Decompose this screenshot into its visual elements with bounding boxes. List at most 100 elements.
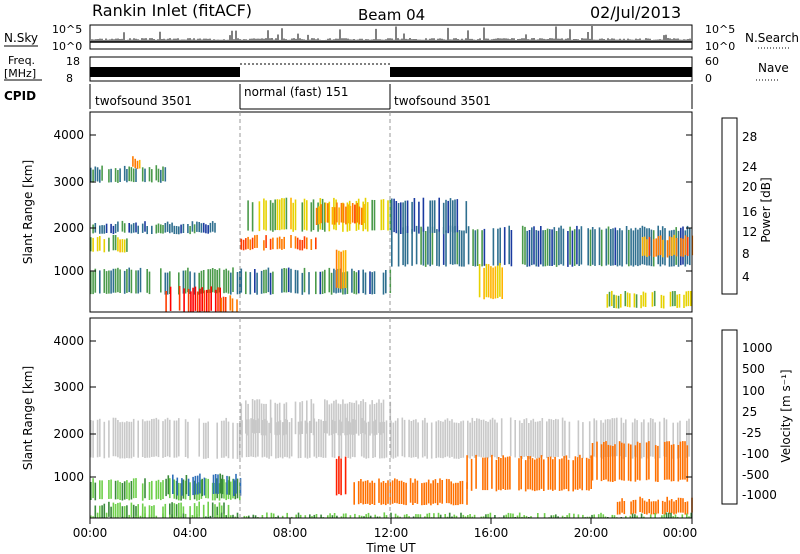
velocity-cell	[419, 514, 422, 518]
velocity-cell	[383, 512, 386, 518]
velocity-cell	[196, 506, 198, 518]
velocity-cell	[172, 474, 174, 494]
velocity-cell	[382, 481, 385, 505]
velocity-cell	[233, 478, 235, 497]
velocity-cell	[126, 505, 128, 518]
velocity-cell	[593, 418, 595, 457]
velocity-cell	[108, 480, 110, 499]
velocity-cell	[185, 475, 188, 495]
velocity-cell	[503, 515, 505, 518]
velocity-cell	[203, 477, 206, 496]
velocity-cell	[344, 456, 347, 495]
power-cell	[164, 223, 167, 233]
velocity-cell	[403, 482, 405, 505]
velocity-cell	[448, 512, 451, 518]
power-cell	[285, 197, 288, 230]
power-ylabel: Slant Range [km]	[21, 160, 35, 264]
velocity-cell	[426, 422, 428, 459]
velocity-cell	[426, 513, 428, 518]
velocity-cell	[667, 512, 670, 518]
power-cell	[205, 224, 207, 234]
power-cell	[653, 290, 656, 307]
velocity-cell	[593, 514, 595, 518]
velocity-cell	[670, 499, 673, 514]
velocity-cell	[329, 513, 331, 518]
power-cell	[119, 269, 121, 293]
velocity-cell	[263, 403, 265, 436]
velocity-cell	[230, 481, 232, 500]
power-cell	[193, 224, 196, 234]
velocity-cell	[251, 399, 254, 433]
velocity-cell	[505, 514, 507, 518]
power-cell	[94, 166, 97, 182]
power-cell	[487, 264, 490, 298]
velocity-cell	[311, 516, 313, 518]
velocity-cell	[385, 420, 388, 458]
velocity-cell	[439, 478, 441, 503]
power-cell	[287, 267, 290, 293]
velocity-cell	[555, 418, 557, 457]
velocity-cell	[672, 422, 674, 459]
power-cell	[327, 203, 329, 223]
velocity-cell	[527, 456, 529, 490]
velocity-cell	[509, 456, 511, 490]
velocity-cell	[345, 417, 347, 457]
velocity-cell	[272, 513, 275, 518]
power-cell	[126, 169, 128, 183]
power-cell	[223, 269, 225, 294]
velocity-cell	[99, 505, 101, 518]
power-cell	[151, 225, 153, 234]
velocity-cell	[270, 417, 273, 457]
velocity-cell	[114, 504, 117, 518]
power-cell	[328, 267, 331, 293]
power-cell	[182, 223, 185, 233]
power-cell	[463, 230, 465, 267]
velocity-cell	[400, 480, 403, 504]
power-cell	[637, 229, 639, 267]
power-cell	[209, 222, 212, 233]
power-cell	[324, 202, 327, 223]
velocity-cell	[663, 417, 665, 457]
velocity-cell	[665, 512, 668, 518]
velocity-cell	[630, 444, 632, 482]
power-cell	[92, 271, 94, 295]
velocity-cell	[153, 418, 155, 457]
power-cell	[542, 230, 544, 267]
power-cell	[318, 206, 320, 225]
power-cell	[483, 228, 486, 266]
velocity-cell	[579, 454, 581, 489]
velocity-cell	[277, 515, 279, 518]
velocity-cell	[187, 421, 189, 459]
power-cell	[422, 197, 425, 232]
power-cell	[402, 202, 404, 234]
velocity-cell	[327, 515, 329, 518]
power-cell	[108, 237, 110, 252]
velocity-cell	[286, 419, 288, 458]
power-cell	[644, 292, 647, 307]
power-cbar-tick-8: 8	[742, 247, 750, 261]
power-cell	[594, 229, 596, 266]
velocity-cell	[126, 421, 128, 458]
velocity-cell	[543, 459, 545, 491]
power-cell	[312, 199, 315, 231]
power-cell	[236, 299, 238, 312]
velocity-cell	[128, 482, 130, 501]
power-cell	[485, 263, 488, 298]
power-cell	[281, 239, 283, 250]
velocity-cell	[636, 420, 638, 458]
velocity-cell	[688, 418, 690, 457]
velocity-cell	[295, 514, 297, 518]
velocity-cell	[596, 441, 598, 480]
velocity-cell	[243, 515, 246, 518]
velocity-cell	[455, 422, 458, 459]
velocity-cell	[367, 421, 370, 459]
power-cell	[589, 229, 592, 267]
power-cell	[655, 238, 657, 257]
power-cell	[456, 225, 459, 265]
power-cell	[630, 228, 632, 266]
velocity-cell	[424, 516, 426, 518]
velocity-cell	[417, 514, 419, 518]
velocity-cell	[353, 482, 355, 505]
velocity-cell	[216, 515, 218, 518]
power-cell	[103, 269, 106, 293]
